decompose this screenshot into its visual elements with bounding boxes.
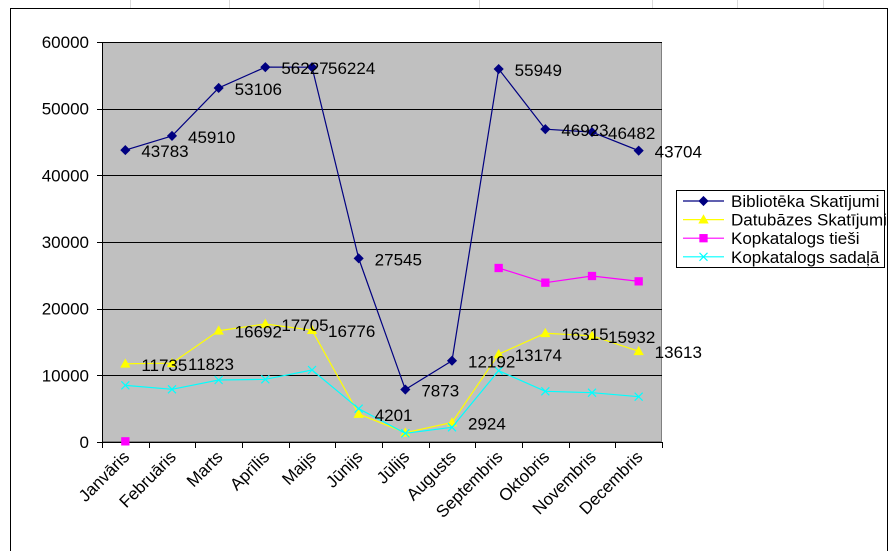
data-label: 13174 (515, 346, 562, 365)
series-3-point (121, 437, 130, 446)
data-label: 55949 (515, 61, 562, 80)
y-tick-label: 40000 (42, 166, 89, 185)
series-2-point (493, 348, 504, 359)
data-label: 16692 (235, 323, 282, 342)
series-2-point (353, 408, 364, 418)
chart-frame (10, 8, 888, 551)
series-4-point (354, 404, 364, 414)
series-2-point (260, 318, 271, 328)
series-4-point (307, 365, 317, 375)
series-4-point (494, 366, 504, 376)
y-tick-label: 50000 (42, 100, 89, 119)
data-label: 43783 (141, 142, 188, 161)
data-label: 7873 (421, 382, 459, 401)
series-4 (120, 365, 644, 438)
series-1-point (213, 82, 224, 94)
series-1-point (400, 384, 411, 395)
data-label: 13613 (655, 343, 702, 362)
data-label: 17705 (281, 316, 328, 335)
data-label: 15932 (608, 328, 655, 347)
series-2-point (633, 345, 644, 356)
series-1-point (306, 62, 318, 73)
series-2-point (120, 358, 131, 368)
y-tick-label: 10000 (42, 366, 89, 385)
data-label: 46482 (608, 124, 655, 143)
y-tick-label: 30000 (42, 233, 89, 252)
series-1-point (633, 145, 644, 156)
data-label: 4201 (375, 406, 413, 425)
data-label: 11735 (141, 356, 187, 375)
series-4-point (634, 392, 644, 402)
series-4-point (214, 375, 224, 385)
legend-box (676, 190, 885, 268)
legend-label: Bibliotēka Skatījumi (731, 192, 879, 211)
data-label: 11823 (188, 355, 234, 374)
y-tick-label: 60000 (42, 33, 89, 52)
series-1-point (446, 355, 458, 366)
series-2-point (586, 330, 598, 340)
data-label: 53106 (235, 80, 282, 99)
legend-label: Kopkatalogs sadaļā (731, 248, 880, 267)
legend-marker (699, 252, 708, 262)
data-label: 16315 (561, 325, 608, 344)
series-4-point (120, 380, 130, 390)
series-1-point (120, 145, 131, 156)
legend-label: Kopkatalogs tieši (731, 229, 860, 248)
series-1-point (260, 62, 271, 73)
legend-label: Datubāzes Skatījumi (731, 211, 887, 230)
series-3-point (494, 263, 503, 273)
plot-area (102, 42, 662, 442)
data-label: 46923 (561, 121, 608, 140)
series-4-point (167, 384, 177, 394)
data-label: 16776 (328, 322, 375, 341)
legend-marker (698, 195, 709, 207)
series-2-point (166, 357, 178, 368)
series-3-line (498, 267, 639, 284)
series-3 (121, 263, 643, 446)
series-4-point (400, 428, 410, 438)
series-3-point (541, 278, 550, 287)
series-2-line (125, 323, 639, 434)
chart-object[interactable]: 0100002000030000400005000060000JanvārisF… (10, 8, 888, 551)
data-label: 2924 (468, 415, 506, 434)
legend-entry: Datubāzes Skatījumi (683, 211, 887, 230)
series-2-point (213, 325, 224, 335)
series-layer (120, 62, 644, 446)
series-1-point (493, 63, 504, 75)
series-4-point (447, 422, 457, 432)
legend-entry: Kopkatalogs sadaļā (683, 248, 880, 267)
series-1-line (125, 66, 639, 391)
legend-marker (699, 234, 708, 243)
series-1-point (586, 127, 598, 138)
series-1 (120, 62, 644, 395)
series-4-point (540, 386, 550, 396)
legend-marker (698, 214, 709, 224)
series-4-point (260, 374, 270, 384)
series-3-point (587, 271, 597, 281)
data-label: 56224 (328, 59, 375, 78)
series-2-point (306, 324, 318, 335)
data-label: 56227 (281, 59, 328, 78)
sheet-gridlines (130, 0, 824, 8)
series-4-line (125, 369, 639, 434)
series-2-point (540, 327, 551, 338)
legend-entry: Kopkatalogs tieši (683, 229, 860, 248)
data-label: 43704 (655, 143, 702, 162)
legend-entry: Bibliotēka Skatījumi (683, 192, 879, 211)
series-4-point (587, 388, 597, 398)
series-1-point (353, 253, 364, 264)
data-label: 12192 (468, 353, 515, 372)
series-1-point (166, 130, 178, 141)
series-3-point (634, 277, 643, 286)
data-label: 45910 (188, 128, 235, 147)
series-2 (120, 318, 644, 437)
y-tick-label: 20000 (42, 300, 89, 319)
y-tick-label: 0 (80, 433, 89, 452)
series-1-point (540, 124, 551, 135)
data-label: 27545 (375, 250, 422, 269)
